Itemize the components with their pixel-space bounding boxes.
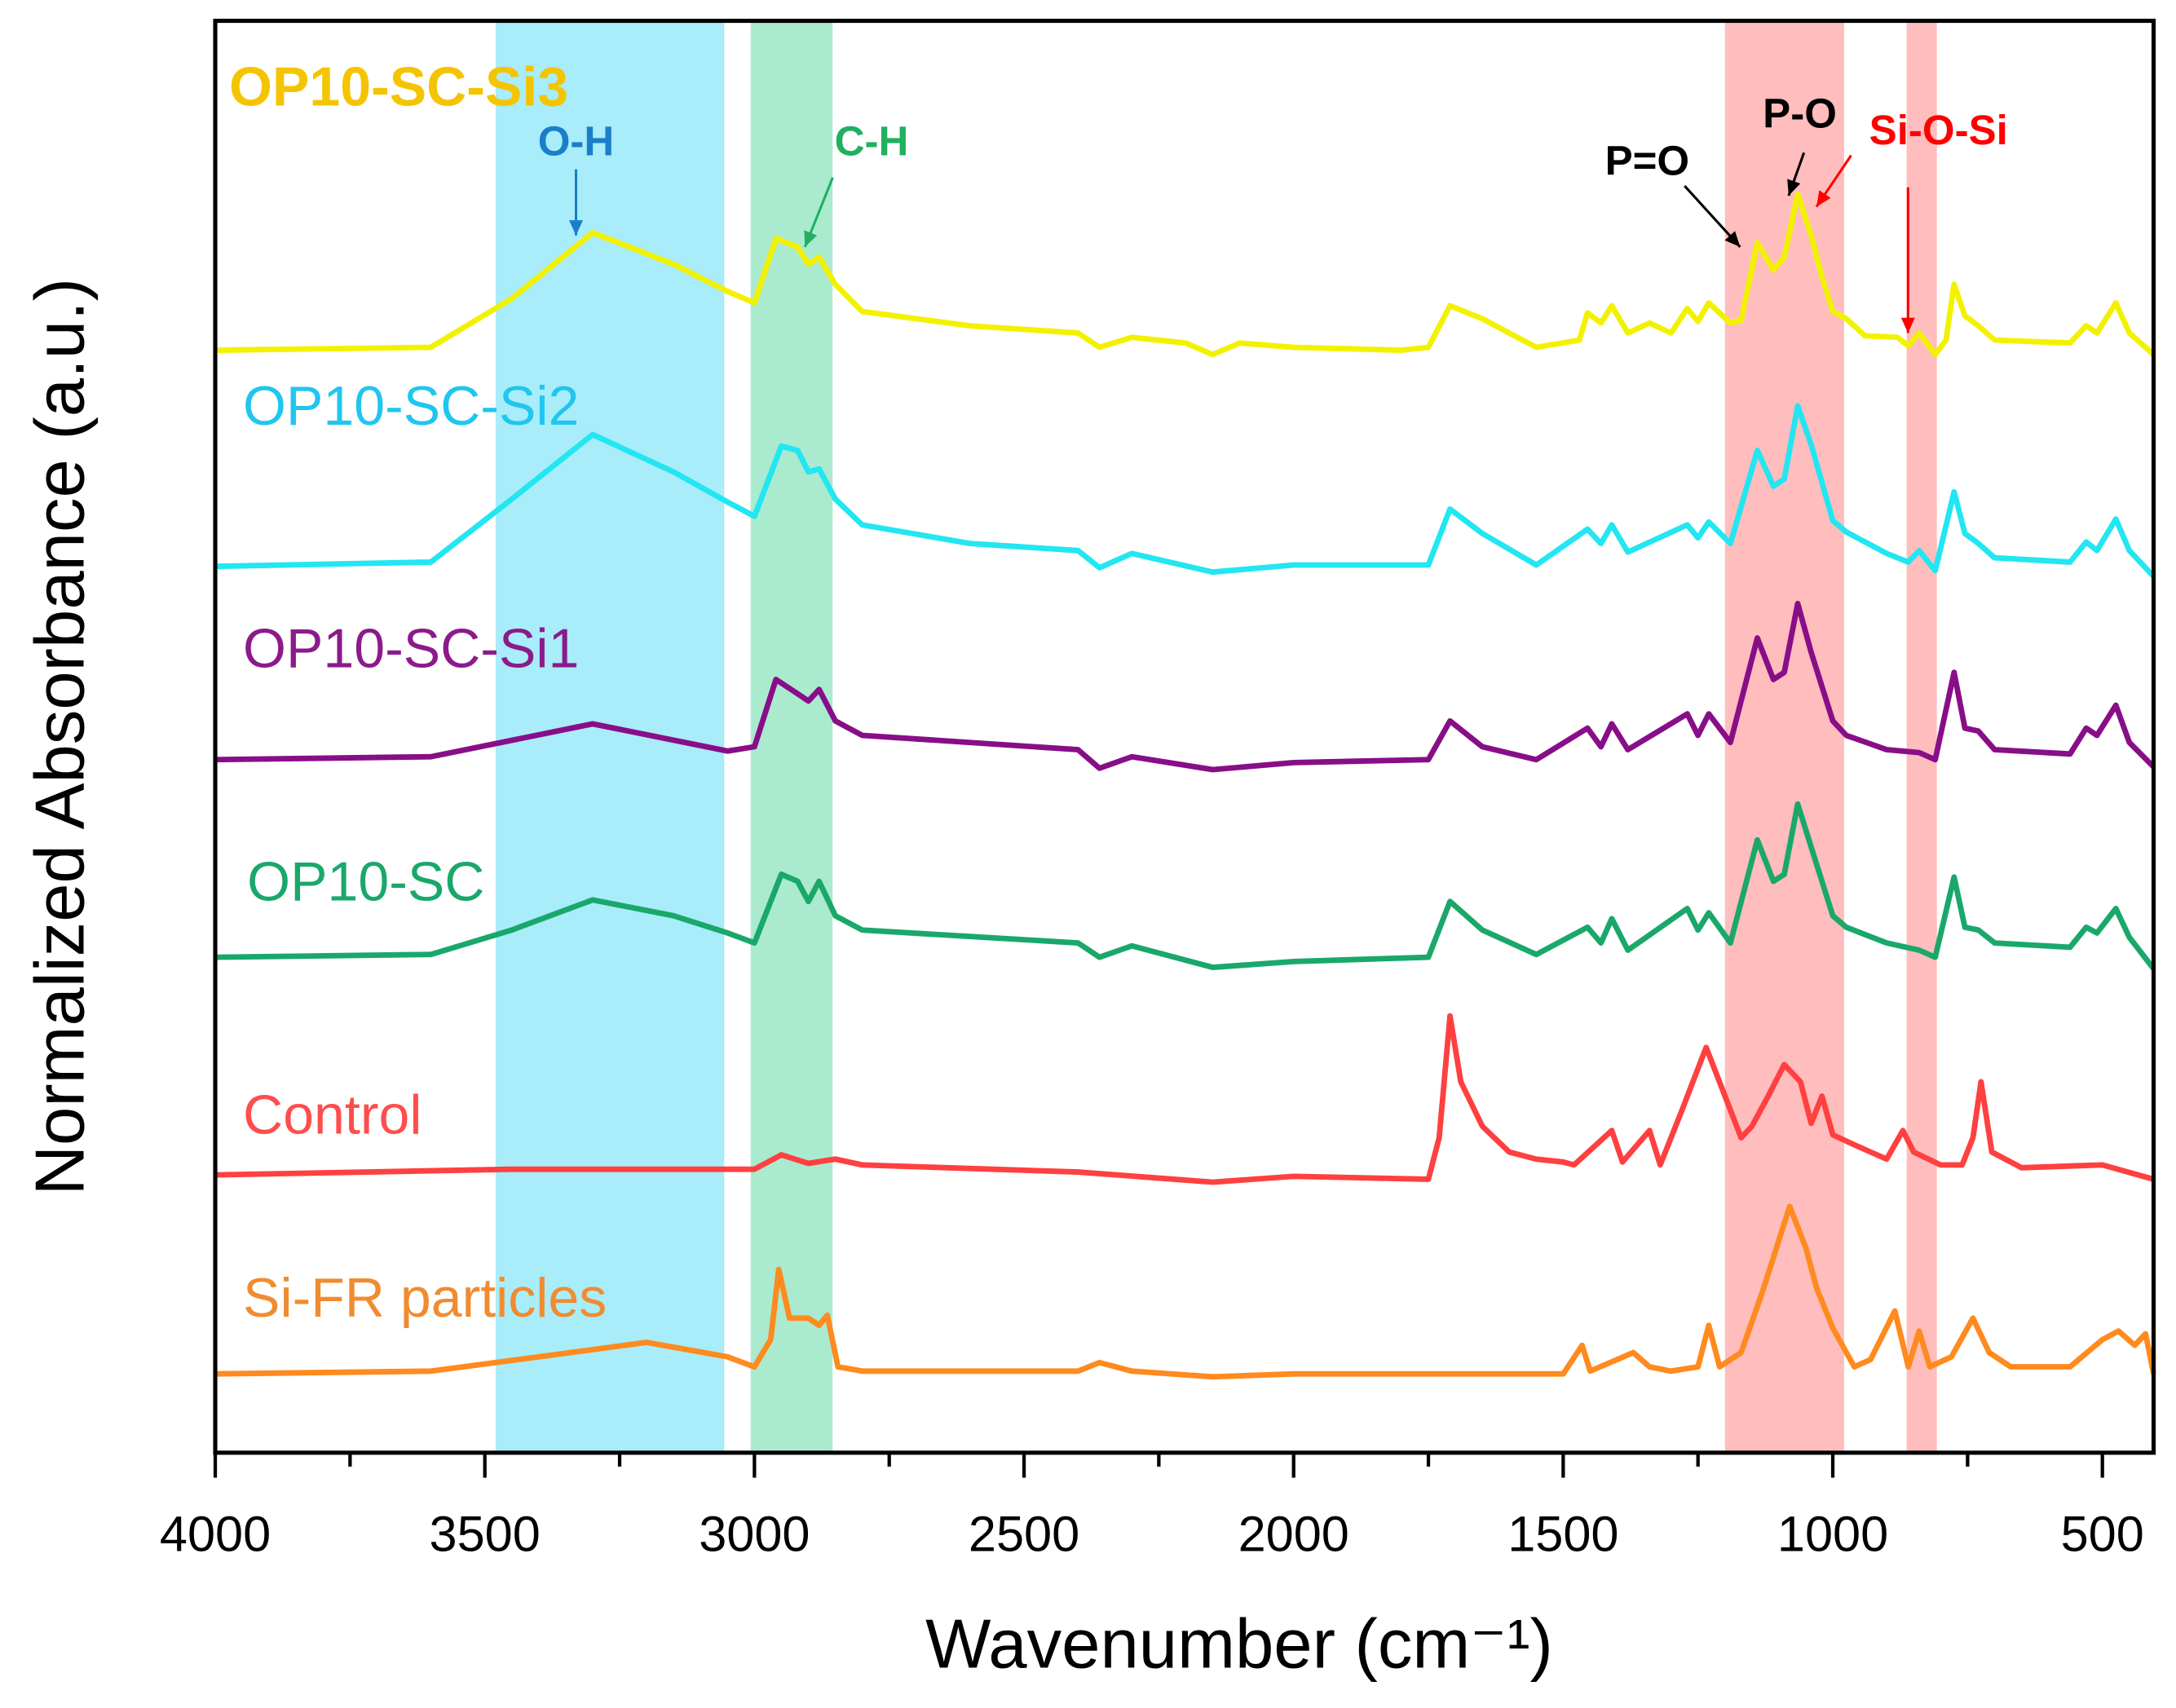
series-label-op10-sc-si2: OP10-SC-Si2 [243,375,579,437]
band-si-o-si-band [1906,20,1937,1453]
series-line-si-fr-particles [214,1203,2156,1380]
annotation-p-o: P-O [1763,90,1837,137]
x-tick-label: 3500 [430,1507,541,1562]
y-axis-label: Normalized Absorbance (a.u.) [21,278,99,1195]
series-line-control [214,1013,2155,1185]
x-tick-label: 3000 [699,1507,810,1562]
series-label-op10-sc: OP10-SC [247,851,484,913]
spectra [214,191,2156,1380]
ch-arrow-icon [803,177,834,248]
series-line-op10-sc-si1 [214,600,2156,773]
annotation-si-o-si: Si-O-Si [1869,107,2008,153]
x-tick-label: 2500 [969,1507,1079,1562]
x-tick-label: 1000 [1777,1507,1888,1562]
annotation-c-h: C-H [835,118,909,165]
series-label-op10-sc-si1: OP10-SC-Si1 [243,618,579,680]
plot-frame [213,18,2156,1455]
highlight-bands [495,20,1937,1453]
series-line-op10-sc-si2 [214,403,2156,579]
si-o-si-arrow-icon [1815,154,1852,208]
band-c-h-band [750,20,833,1453]
series-line-op10-sc-si3 [214,191,2156,358]
annotation-p-o: P=O [1605,137,1690,183]
series-label-control: Control [243,1083,422,1145]
x-tick-label: 500 [2061,1507,2144,1562]
x-axis-label: Wavenumber (cm⁻¹) [925,1606,1553,1684]
series-line-op10-sc [214,801,2156,971]
annotations: O-H C-H P=O P-O Si-O-Si [538,90,2008,333]
series-label-op10-sc-si3: OP10-SC-Si3 [229,55,568,117]
annotation-o-h: O-H [538,118,615,165]
p-o-arrow-icon [1787,152,1806,196]
series-label-si-fr-particles: Si-FR particles [243,1267,607,1329]
x-tick-label: 1500 [1507,1507,1618,1562]
oh-arrow-icon [569,169,584,236]
series-labels: OP10-SC-Si3 OP10-SC-Si2 OP10-SC-Si1 OP10-SC… [229,55,607,1329]
x-tick-label: 4000 [160,1507,271,1562]
x-axis-ticks: 4000 3500 3000 2500 2000 1500 1000 500 [160,1452,2144,1562]
si-o-si-arrow-2-icon [1900,187,1915,333]
x-tick-label: 2000 [1238,1507,1349,1562]
band-p-o-p-o-band [1724,20,1844,1453]
